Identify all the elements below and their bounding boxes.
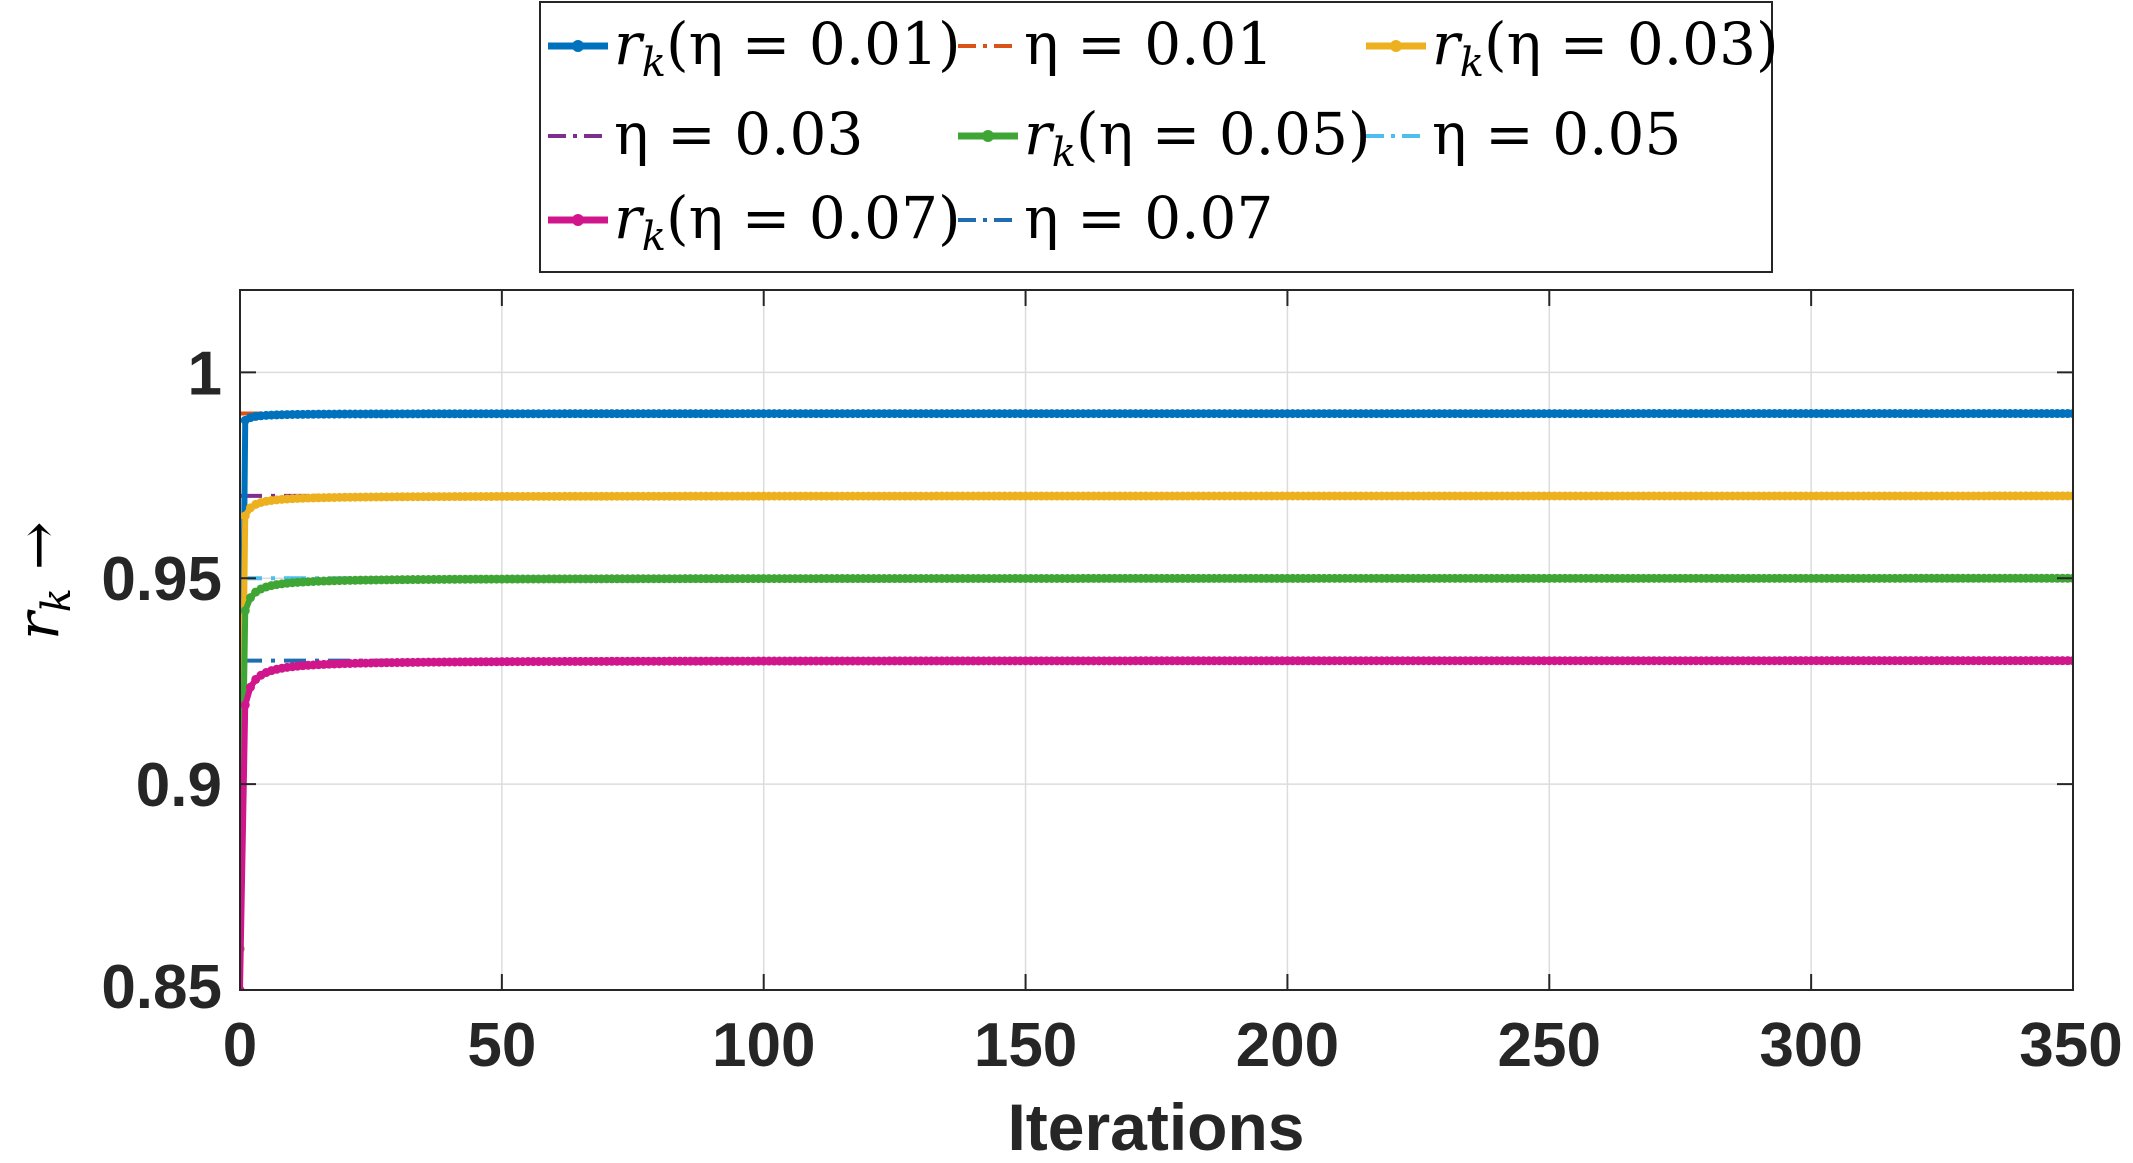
- legend-item-eta_001: η = 0.01: [958, 10, 1273, 78]
- x-tick-label: 300: [1759, 1011, 1862, 1080]
- x-tick-label: 150: [974, 1011, 1077, 1080]
- y-axis-title-arrow: →: [4, 521, 72, 570]
- markers-r_k_003: [240, 491, 2073, 954]
- legend-item-eta_007: η = 0.07: [958, 184, 1273, 252]
- legend-marker: [572, 40, 584, 52]
- svg-text:rk→: rk →: [4, 521, 80, 640]
- legend-box: [539, 1, 1773, 273]
- data-point: [2068, 656, 2073, 666]
- x-tick-label: 100: [712, 1011, 815, 1080]
- y-tick-label: 0.85: [101, 953, 222, 1022]
- legend-item-eta_005: η = 0.05: [1366, 100, 1681, 168]
- ticks: [239, 290, 2074, 991]
- legend-label: η = 0.05: [1432, 100, 1681, 168]
- legend-label: rk(η = 0.07): [614, 184, 961, 260]
- x-tick-label: 250: [1498, 1011, 1601, 1080]
- legend-label: η = 0.01: [1024, 10, 1273, 78]
- data-point: [245, 682, 255, 692]
- data-point: [240, 985, 245, 990]
- y-axis-title: rk →: [4, 521, 80, 640]
- data-point: [2068, 409, 2073, 419]
- y-tick-label: 1: [188, 339, 222, 408]
- markers-r_k_001: [240, 409, 2073, 954]
- y-axis-title-main: r: [4, 609, 72, 640]
- data-point: [2068, 491, 2073, 501]
- legend-label: rk(η = 0.03): [1432, 10, 1779, 86]
- markers-r_k_007: [240, 656, 2073, 990]
- data-point: [240, 700, 250, 710]
- legend-item-eta_003: η = 0.03: [548, 100, 863, 168]
- tick-labels: 0 50 100 150 200 250 300 350 0.85 0.9 0.95 1: [101, 339, 2122, 1080]
- legend-marker: [982, 130, 994, 142]
- legend-label: η = 0.03: [614, 100, 863, 168]
- data-point: [240, 511, 250, 521]
- legend-marker: [572, 214, 584, 226]
- legend-item-r_k_001: rk(η = 0.01): [548, 10, 961, 86]
- x-tick-label: 350: [2019, 1011, 2122, 1080]
- y-tick-label: 0.9: [136, 751, 222, 820]
- legend-marker: [1390, 40, 1402, 52]
- legend-label: rk(η = 0.05): [1024, 100, 1371, 176]
- data-point: [240, 606, 250, 616]
- y-tick-label: 0.95: [101, 545, 222, 614]
- legend-item-r_k_003: rk(η = 0.03): [1366, 10, 1779, 86]
- legend-label: η = 0.07: [1024, 184, 1273, 252]
- plot-area: [240, 290, 2073, 990]
- x-axis-title: Iterations: [1007, 1090, 1304, 1163]
- series-layer: [240, 409, 2073, 990]
- y-axis-title-sub: k: [34, 588, 80, 612]
- legend-item-r_k_007: rk(η = 0.07): [548, 184, 961, 260]
- legend-item-r_k_005: rk(η = 0.05): [958, 100, 1371, 176]
- markers-r_k_005: [240, 573, 2073, 954]
- x-tick-label: 0: [223, 1011, 257, 1080]
- legend-label: rk(η = 0.01): [614, 10, 961, 86]
- x-tick-label: 50: [467, 1011, 536, 1080]
- legend: rk(η = 0.01) η = 0.01 rk(η = 0.03) η = 0.03…: [539, 1, 1779, 273]
- x-tick-label: 200: [1236, 1011, 1339, 1080]
- plot-frame: [239, 289, 2074, 991]
